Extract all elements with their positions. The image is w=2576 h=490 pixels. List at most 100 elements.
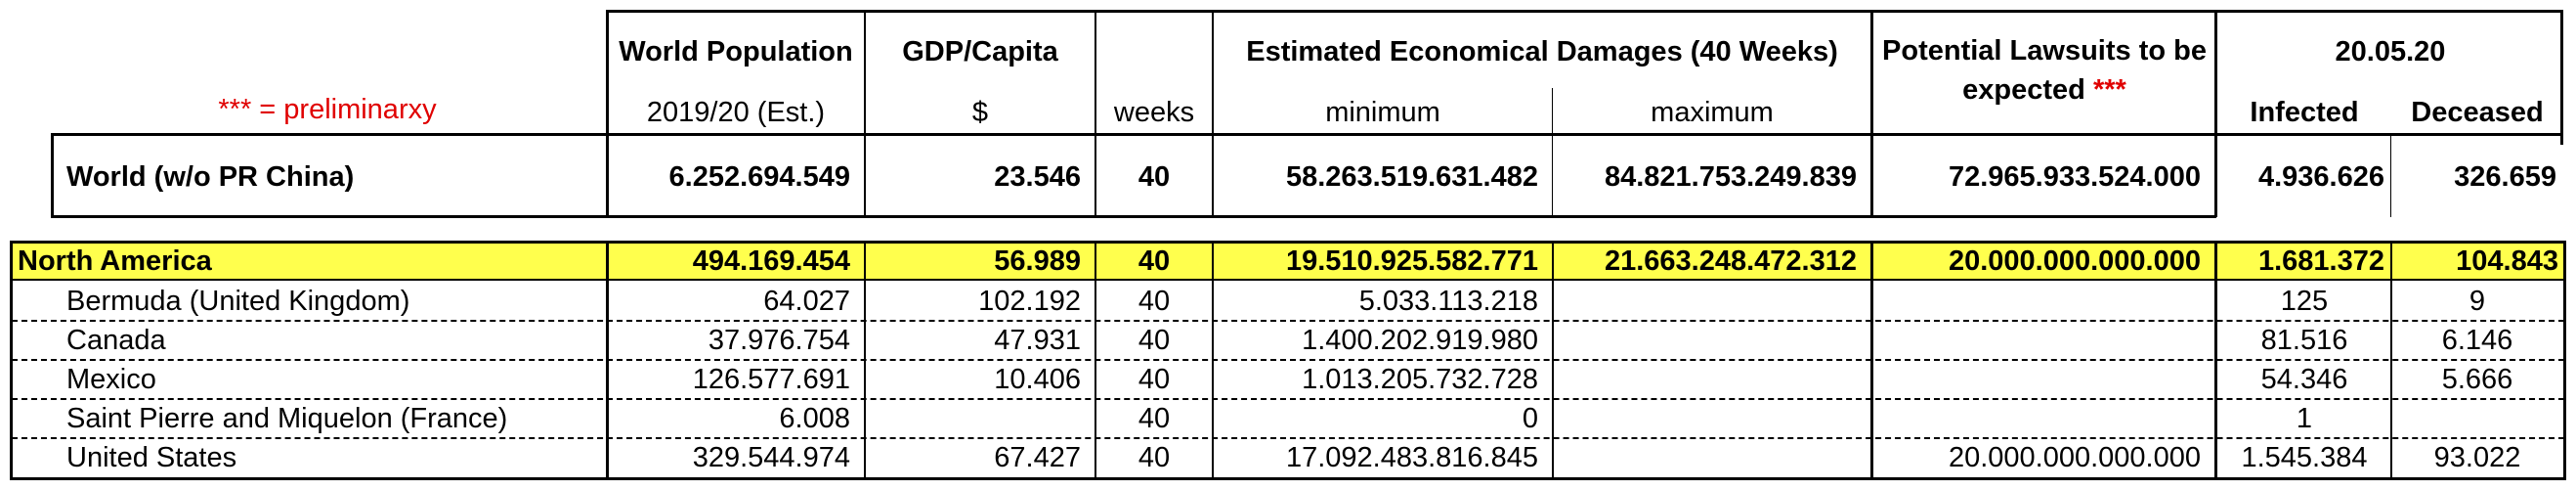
region-weeks: 40	[1138, 245, 1171, 277]
header-infected: Infected	[2250, 97, 2359, 128]
region-gdp: 56.989	[994, 245, 1081, 277]
grid-line	[864, 10, 866, 217]
region-infected: 1.681.372	[2257, 245, 2384, 277]
row-weeks: 40	[1138, 402, 1171, 434]
grid-line	[606, 241, 609, 480]
grid-line	[1552, 88, 1553, 217]
header-weeks: weeks	[1113, 97, 1195, 128]
grid-line	[1212, 10, 1214, 217]
header-gdp-sub: $	[971, 97, 989, 128]
row-separator	[12, 320, 2564, 322]
grid-line	[2214, 241, 2217, 480]
region-highlight	[12, 243, 2564, 280]
grid-line	[2390, 241, 2392, 480]
row-name: Canada	[66, 324, 166, 356]
grid-line	[51, 133, 54, 217]
row-weeks: 40	[1138, 441, 1171, 473]
grid-line	[1095, 10, 1096, 217]
row-separator	[12, 398, 2564, 400]
row-name: United States	[66, 441, 237, 473]
grid-line	[606, 10, 609, 217]
world-lawsuits: 72.965.933.524.000	[1948, 160, 2201, 193]
header-damages-min: minimum	[1325, 97, 1440, 128]
region-name: North America	[18, 245, 212, 277]
row-min: 17.092.483.816.845	[1285, 441, 1538, 473]
region-lawsuits: 20.000.000.000.000	[1948, 245, 2201, 277]
grid-line	[10, 241, 2566, 244]
world-deceased: 326.659	[2454, 160, 2556, 193]
header-damages-max: maximum	[1651, 97, 1774, 128]
header-gdp: GDP/Capita	[902, 35, 1058, 67]
header-covid-date: 20.05.20	[2335, 35, 2446, 67]
row-deceased: 5.666	[2441, 363, 2513, 395]
row-name: Saint Pierre and Miquelon (France)	[66, 402, 508, 434]
header-population-sub: 2019/20 (Est.)	[646, 97, 826, 128]
row-deceased: 93.022	[2433, 441, 2521, 473]
grid-line	[1095, 241, 1096, 480]
region-min: 19.510.925.582.771	[1285, 245, 1538, 277]
row-gdp: 102.192	[978, 285, 1081, 317]
row-weeks: 40	[1138, 285, 1171, 317]
header-lawsuits-title: Potential Lawsuits to be expected	[1882, 35, 2207, 106]
row-infected: 125	[2280, 285, 2329, 317]
row-infected: 54.346	[2260, 363, 2348, 395]
row-min: 1.400.202.919.980	[1302, 324, 1538, 356]
row-min: 0	[1522, 402, 1538, 434]
grid-line	[10, 279, 2566, 281]
world-weeks: 40	[1138, 160, 1171, 193]
row-max	[1554, 321, 1870, 360]
row-max	[1554, 360, 1870, 399]
row-gdp: 47.931	[994, 324, 1081, 356]
row-separator	[12, 359, 2564, 361]
row-max	[1554, 282, 1870, 321]
grid-line	[51, 133, 2562, 136]
row-lawsuits: 20.000.000.000.000	[1948, 441, 2201, 473]
row-population: 37.976.754	[708, 324, 850, 356]
row-population: 64.027	[763, 285, 850, 317]
grid-line	[864, 241, 866, 480]
row-lawsuits	[1874, 360, 2214, 399]
world-max: 84.821.753.249.839	[1604, 160, 1857, 193]
row-infected: 1	[2296, 402, 2313, 434]
row-weeks: 40	[1138, 363, 1171, 395]
grid-line	[2390, 135, 2391, 217]
row-population: 329.544.974	[692, 441, 850, 473]
row-gdp: 67.427	[994, 441, 1081, 473]
region-population: 494.169.454	[692, 245, 850, 277]
grid-line	[1552, 241, 1554, 480]
header-damages: Estimated Economical Damages (40 Weeks)	[1246, 35, 1838, 67]
row-max	[1554, 438, 1870, 477]
grid-line	[2214, 10, 2217, 217]
world-population: 6.252.694.549	[668, 160, 850, 193]
row-population: 6.008	[779, 402, 850, 434]
row-population: 126.577.691	[692, 363, 850, 395]
row-gdp	[866, 399, 1095, 438]
row-separator	[12, 437, 2564, 439]
row-gdp: 10.406	[994, 363, 1081, 395]
header-lawsuits: Potential Lawsuits to be expected ***	[1874, 31, 2214, 119]
row-lawsuits	[1874, 399, 2214, 438]
row-infected: 1.545.384	[2241, 441, 2368, 473]
region-deceased: 104.843	[2456, 245, 2558, 277]
row-lawsuits	[1874, 282, 2214, 321]
row-deceased: 9	[2469, 285, 2486, 317]
row-max	[1554, 399, 1870, 438]
row-deceased	[2392, 399, 2562, 438]
grid-line	[51, 215, 2216, 218]
preliminary-marker: ***	[2092, 74, 2126, 106]
header-deceased: Deceased	[2411, 97, 2544, 128]
row-infected: 81.516	[2260, 324, 2348, 356]
row-min: 5.033.113.218	[1358, 285, 1538, 317]
row-name: Mexico	[66, 363, 156, 395]
header-population: World Population	[619, 35, 853, 67]
world-gdp: 23.546	[994, 160, 1081, 193]
grid-line	[606, 10, 2562, 13]
world-name: World (w/o PR China)	[66, 160, 355, 193]
grid-line	[1212, 241, 1214, 480]
world-infected: 4.936.626	[2257, 160, 2384, 193]
row-weeks: 40	[1138, 324, 1171, 356]
legend-note: *** = preliminarxy	[218, 93, 437, 125]
grid-line	[2560, 10, 2563, 145]
row-name: Bermuda (United Kingdom)	[66, 285, 410, 317]
